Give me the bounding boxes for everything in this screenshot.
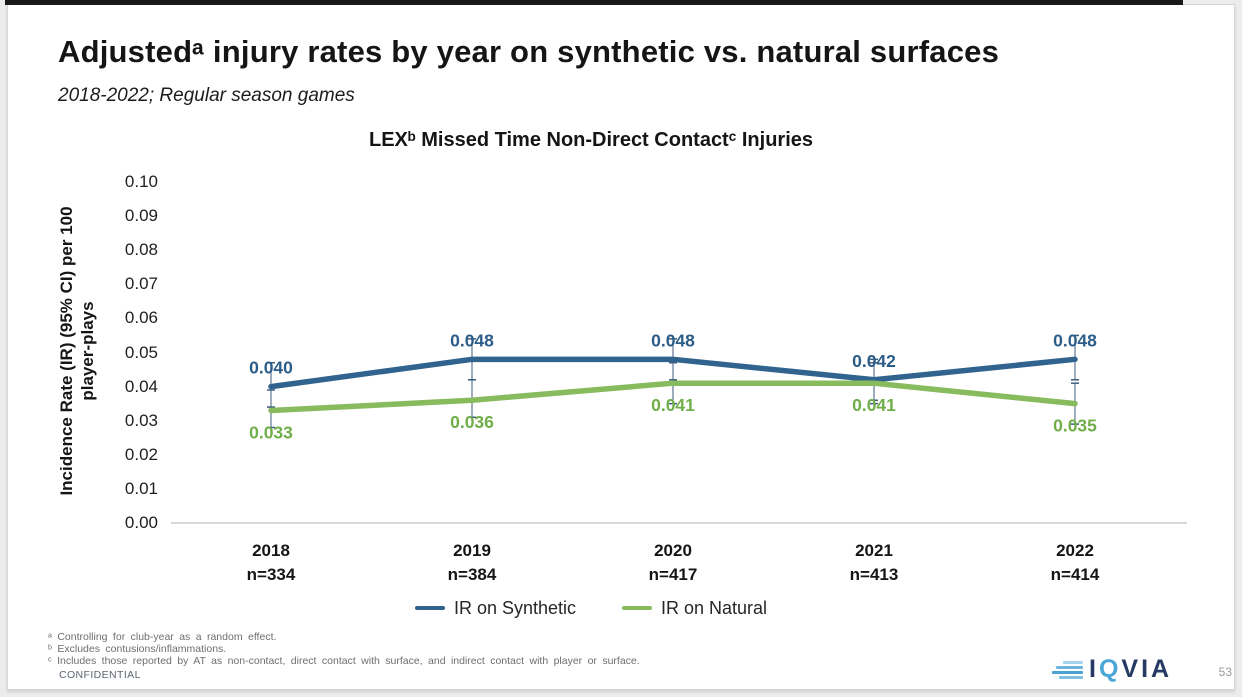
data-point-label: 0.048 xyxy=(1053,330,1097,350)
legend-swatch-synthetic-icon xyxy=(414,606,445,610)
y-tick-label: 0.06 xyxy=(124,308,158,328)
data-point-label: 0.035 xyxy=(1053,416,1097,436)
iqvia-stripes-icon xyxy=(1050,660,1083,679)
y-axis-ticks: 0.00 0.01 0.02 0.03 0.04 0.05 0.06 0.07 0.08 0.09… xyxy=(98,172,158,537)
x-year-label: 2018 xyxy=(252,541,290,560)
y-tick-label: 0.00 xyxy=(124,513,158,532)
x-tick-label-2018: 2018 n=334 xyxy=(196,539,346,587)
legend-item-synthetic: IR on Synthetic xyxy=(414,597,576,619)
footnote-c: ᶜ Includes those reported by AT as non-c… xyxy=(48,655,640,667)
legend-label-natural: IR on Natural xyxy=(661,597,768,618)
page-subtitle: 2018-2022; Regular season games xyxy=(58,85,355,106)
x-year-label: 2021 xyxy=(855,541,893,560)
x-tick-label-2019: 2019 n=384 xyxy=(397,539,547,587)
x-n-label: n=414 xyxy=(1050,565,1100,584)
data-point-label: 0.042 xyxy=(852,351,896,371)
y-tick-label: 0.04 xyxy=(124,376,158,396)
x-n-label: n=334 xyxy=(246,565,296,584)
footnotes: ᵃ Controlling for club-year as a random … xyxy=(48,631,808,667)
slide: Adjustedᵃ injury rates by year on synthe… xyxy=(7,4,1235,690)
chart-title: LEXᵇ Missed Time Non-Direct Contactᶜ Inj… xyxy=(368,129,814,151)
footnote-b: ᵇ Excludes contusions/inflammations. xyxy=(48,643,227,655)
data-point-label: 0.040 xyxy=(249,358,293,378)
data-point-label: 0.036 xyxy=(450,412,494,432)
x-year-label: 2019 xyxy=(453,541,491,560)
x-tick-label-2021: 2021 n=413 xyxy=(799,539,949,587)
series-line-ir-on-natural xyxy=(268,380,1078,414)
data-point-label: 0.041 xyxy=(852,395,896,415)
chart-plot-area: 0.040 0.048 0.048 0.042 0.048 0.033 0.036 0.041… xyxy=(171,330,1187,524)
data-point-label: 0.041 xyxy=(651,395,695,415)
x-n-label: n=413 xyxy=(849,565,899,584)
y-tick-label: 0.01 xyxy=(124,478,158,498)
y-tick-label: 0.08 xyxy=(124,240,158,260)
y-tick-label: 0.07 xyxy=(124,274,158,294)
iqvia-logo: IQVIA xyxy=(1050,657,1172,682)
x-n-label: n=417 xyxy=(648,565,698,584)
x-n-label: n=384 xyxy=(447,565,497,584)
x-axis-labels: 2018 n=334 2019 n=384 2020 n=417 2021 n=413 2022… xyxy=(8,5,1234,689)
page-number: 53 xyxy=(1218,665,1232,679)
data-point-label: 0.033 xyxy=(249,422,293,442)
chart-legend: IR on Synthetic IR on Natural xyxy=(8,595,1174,621)
y-tick-label: 0.10 xyxy=(124,172,158,191)
y-tick-label: 0.03 xyxy=(124,410,158,430)
x-year-label: 2022 xyxy=(1056,541,1094,560)
x-tick-label-2020: 2020 n=417 xyxy=(598,539,748,587)
data-point-label: 0.048 xyxy=(450,330,494,350)
page-title: Adjustedᵃ injury rates by year on synthe… xyxy=(58,34,1000,69)
iqvia-logo-text: IQVIA xyxy=(1089,655,1173,683)
footnote-a: ᵃ Controlling for club-year as a random … xyxy=(48,631,277,643)
y-tick-label: 0.05 xyxy=(124,342,158,362)
series-line-ir-on-synthetic xyxy=(268,356,1078,390)
window-top-edge xyxy=(5,0,1183,5)
confidential-label: CONFIDENTIAL xyxy=(59,669,141,681)
legend-item-natural: IR on Natural xyxy=(622,598,767,619)
x-year-label: 2020 xyxy=(654,541,692,560)
x-tick-label-2022: 2022 n=414 xyxy=(1000,539,1150,587)
legend-swatch-natural-icon xyxy=(622,606,652,610)
y-tick-label: 0.02 xyxy=(124,444,158,464)
legend-label-synthetic: IR on Synthetic xyxy=(453,597,576,618)
y-tick-label: 0.09 xyxy=(124,206,158,226)
data-point-label: 0.048 xyxy=(651,330,695,350)
